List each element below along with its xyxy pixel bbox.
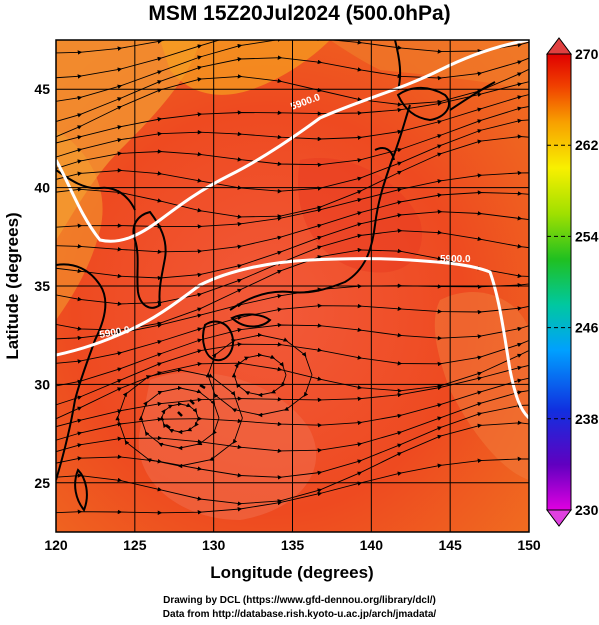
plot-frame: [55, 39, 530, 533]
credit-data: Data from http://database.rish.kyoto-u.a…: [162, 609, 437, 620]
colorbar: 270 262 254 246 238 230: [546, 37, 599, 527]
y-tick-label: 40: [34, 180, 50, 196]
colorbar-label: 254: [575, 228, 599, 244]
x-tick-label: 130: [202, 537, 226, 553]
colorbar-label: 230: [575, 502, 599, 518]
y-axis-ticks: 25 30 35 40 45: [34, 81, 50, 491]
x-axis-title: Longitude (degrees): [210, 563, 373, 582]
credit-drawing: Drawing by DCL (https://www.gfd-dennou.o…: [163, 595, 436, 606]
y-tick-label: 45: [34, 81, 50, 97]
streamline: [56, 456, 529, 516]
y-tick-label: 25: [34, 475, 50, 491]
colorbar-label: 262: [575, 137, 599, 153]
wind-streamlines: [56, 40, 529, 516]
x-tick-label: 125: [123, 537, 147, 553]
y-tick-label: 30: [34, 376, 50, 392]
geopotential-contours: [56, 40, 529, 420]
map-title: MSM 15Z20Jul2024 (500.0hPa): [148, 2, 451, 25]
y-axis-title: Latitude (degrees): [3, 212, 22, 359]
x-tick-label: 150: [517, 537, 541, 553]
weather-map: 5900.0 5900.0 5900.0 120 125 130 135 140 145 1…: [3, 37, 599, 582]
y-tick-label: 35: [34, 278, 50, 294]
colorbar-label: 246: [575, 320, 599, 336]
x-axis-ticks: 120 125 130 135 140 145 150: [44, 537, 541, 553]
colorbar-label: 238: [575, 411, 599, 427]
x-tick-label: 120: [44, 537, 68, 553]
x-tick-label: 145: [438, 537, 462, 553]
colorbar-label: 270: [575, 46, 599, 62]
contour-label-west: 5900.0: [99, 325, 131, 341]
x-tick-label: 135: [281, 537, 305, 553]
streamline: [205, 332, 313, 418]
x-tick-label: 140: [360, 537, 384, 553]
contour-label-east: 5900.0: [440, 254, 471, 265]
